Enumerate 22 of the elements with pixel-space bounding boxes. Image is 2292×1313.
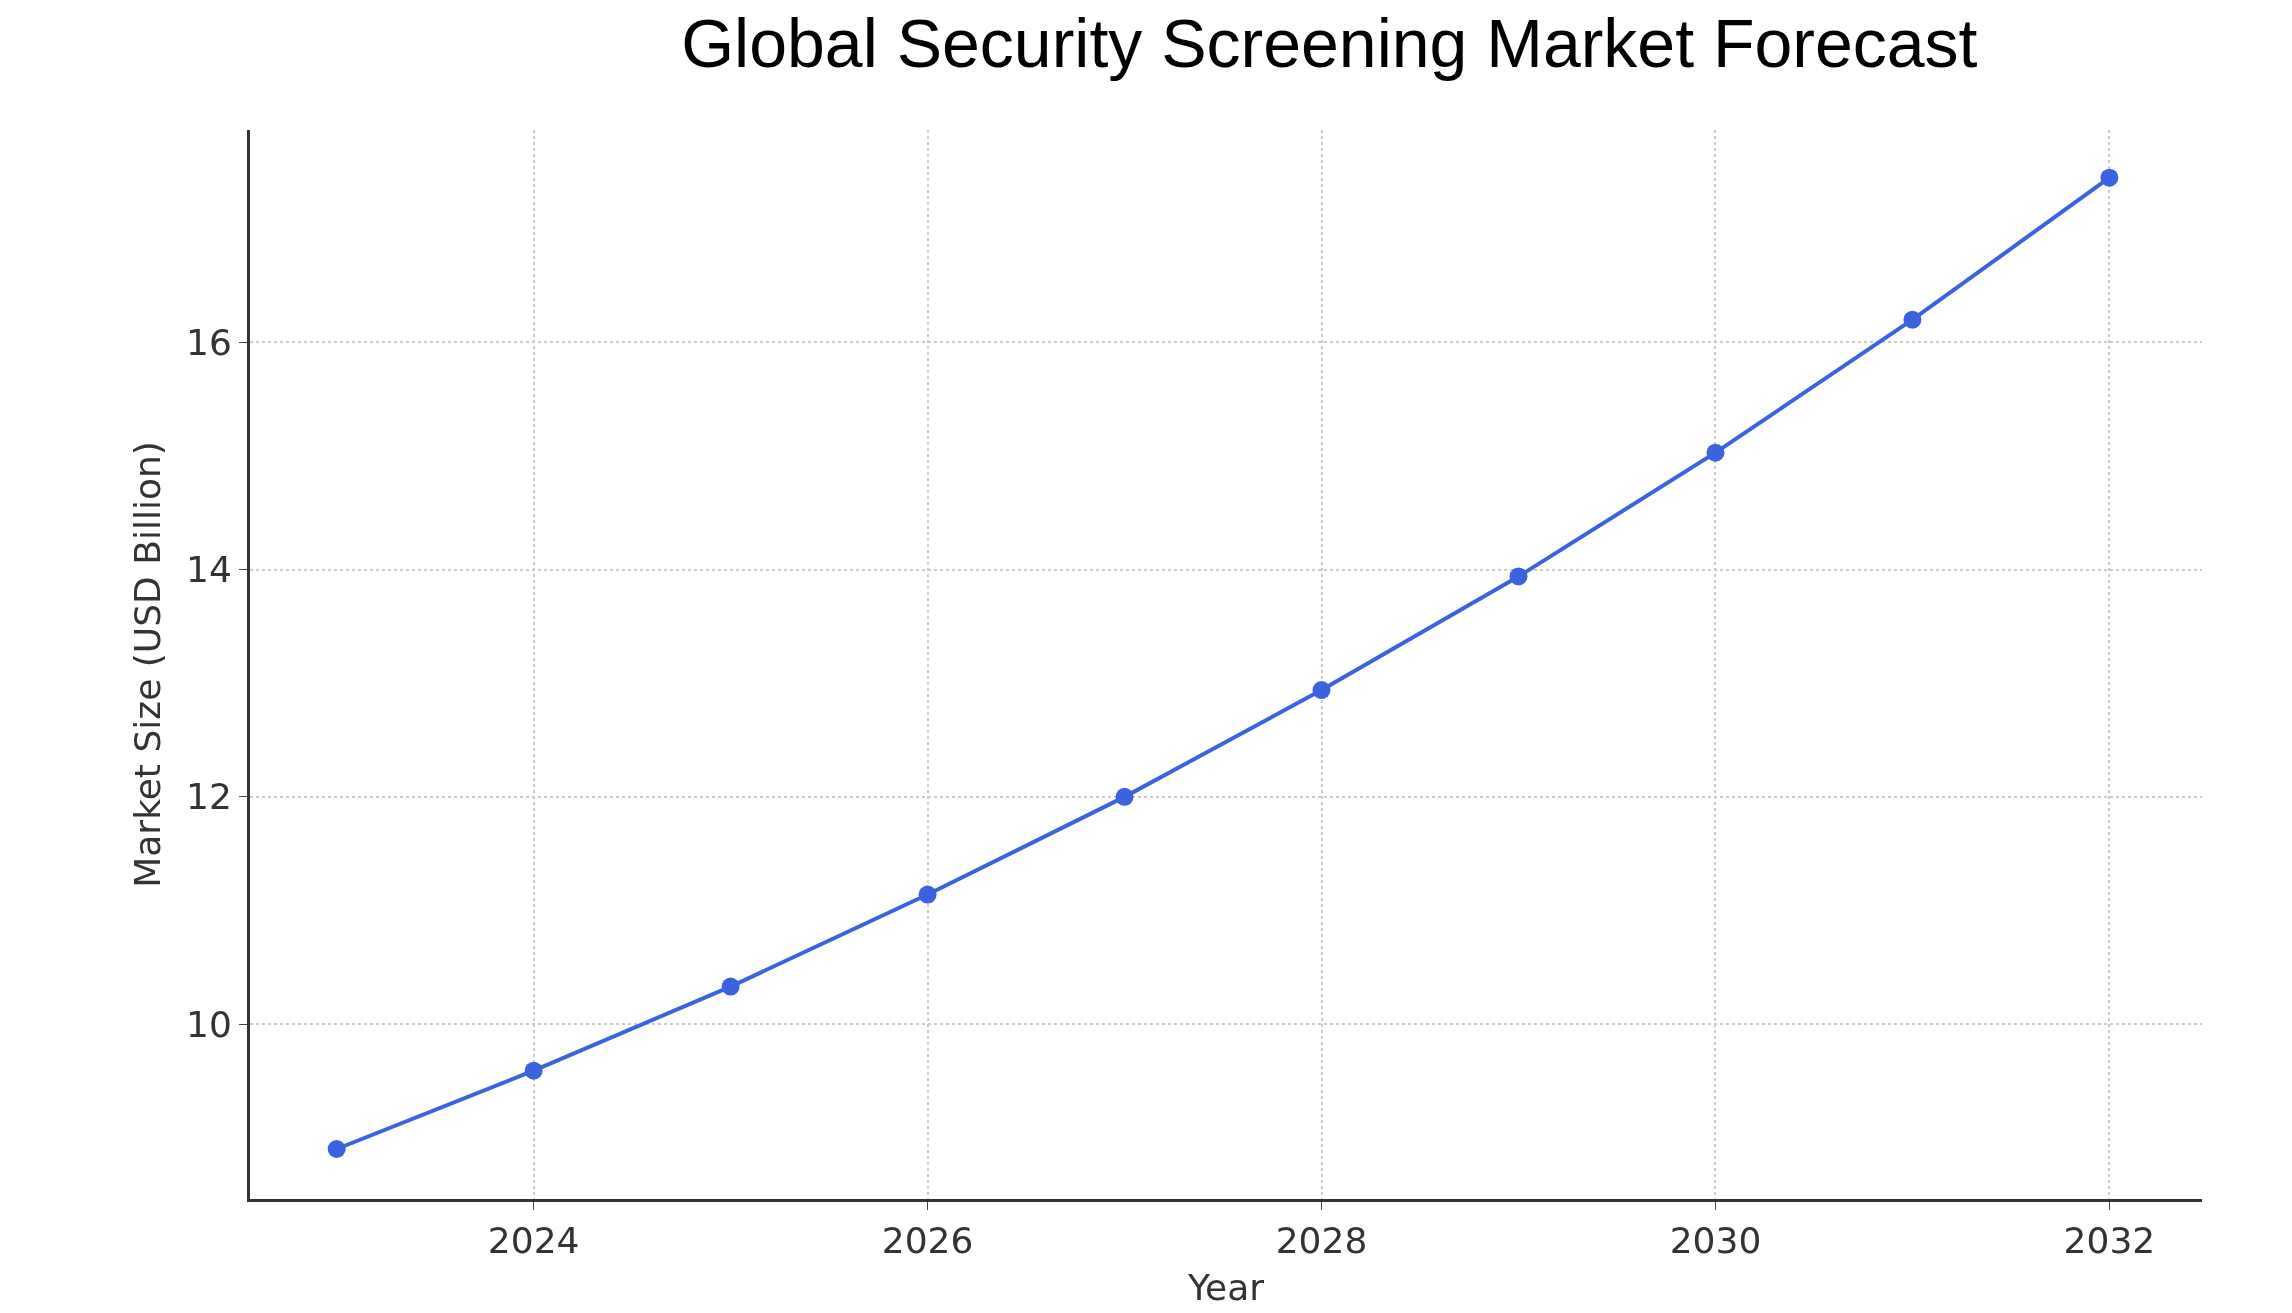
y-tick-label: 12: [185, 776, 232, 818]
point: [1115, 787, 1134, 806]
point: [721, 977, 740, 996]
y-tick-label: 16: [185, 322, 232, 364]
y-tick-label: 10: [185, 1003, 232, 1045]
chart-title: Global Security Screening Market Forecast: [681, 5, 1978, 82]
point: [1706, 443, 1725, 462]
x-tick-label: 2030: [1669, 1220, 1762, 1262]
point: [1312, 681, 1331, 700]
x-axis-title: Year: [1186, 1266, 1265, 1308]
point: [327, 1140, 346, 1158]
x-tick-label: 2028: [1275, 1220, 1368, 1262]
y-tick-label: 14: [185, 549, 232, 591]
x-tick-label: 2032: [2063, 1220, 2156, 1262]
x-tick-label: 2024: [487, 1220, 580, 1262]
point: [524, 1061, 543, 1080]
point: [1509, 567, 1528, 586]
point: [1903, 310, 1922, 329]
point: [2100, 168, 2119, 187]
point: [918, 885, 937, 904]
x-tick-label: 2026: [881, 1220, 974, 1262]
y-axis-title: Market Size (USD Billion): [126, 441, 168, 888]
